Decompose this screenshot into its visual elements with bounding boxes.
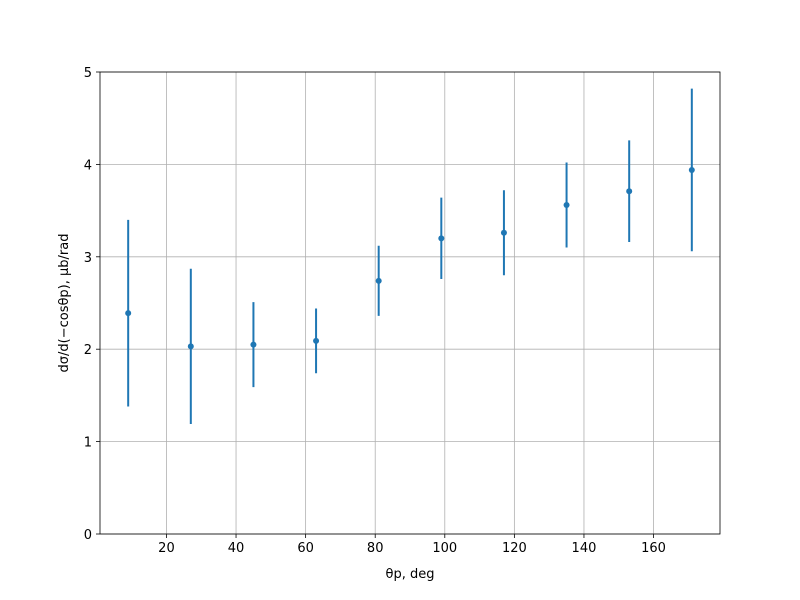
x-tick-label: 160 [641, 541, 666, 556]
data-point [563, 202, 570, 209]
data-point [438, 235, 445, 242]
data-point [626, 188, 633, 195]
x-tick-label: 40 [228, 541, 245, 556]
y-tick-label: 0 [84, 528, 92, 543]
y-axis-label: dσ/d(−cosθp), μb/rad [57, 234, 72, 373]
data-point [313, 337, 320, 344]
data-point [688, 166, 695, 173]
y-tick-label: 3 [84, 251, 92, 266]
data-point [375, 277, 382, 284]
x-tick-label: 100 [432, 541, 457, 556]
x-tick-label: 120 [502, 541, 527, 556]
y-tick-label: 5 [84, 66, 92, 81]
data-point [500, 229, 507, 236]
x-axis-label: θp, deg [386, 567, 435, 582]
x-tick-label: 80 [367, 541, 384, 556]
data-point [250, 341, 257, 348]
data-point [125, 310, 132, 317]
x-tick-label: 60 [297, 541, 314, 556]
y-tick-label: 4 [84, 158, 92, 173]
x-tick-label: 20 [158, 541, 175, 556]
x-tick-label: 140 [572, 541, 597, 556]
plot-frame [99, 71, 721, 535]
y-tick-label: 1 [84, 436, 92, 451]
data-point [187, 343, 194, 350]
y-tick-label: 2 [84, 343, 92, 358]
